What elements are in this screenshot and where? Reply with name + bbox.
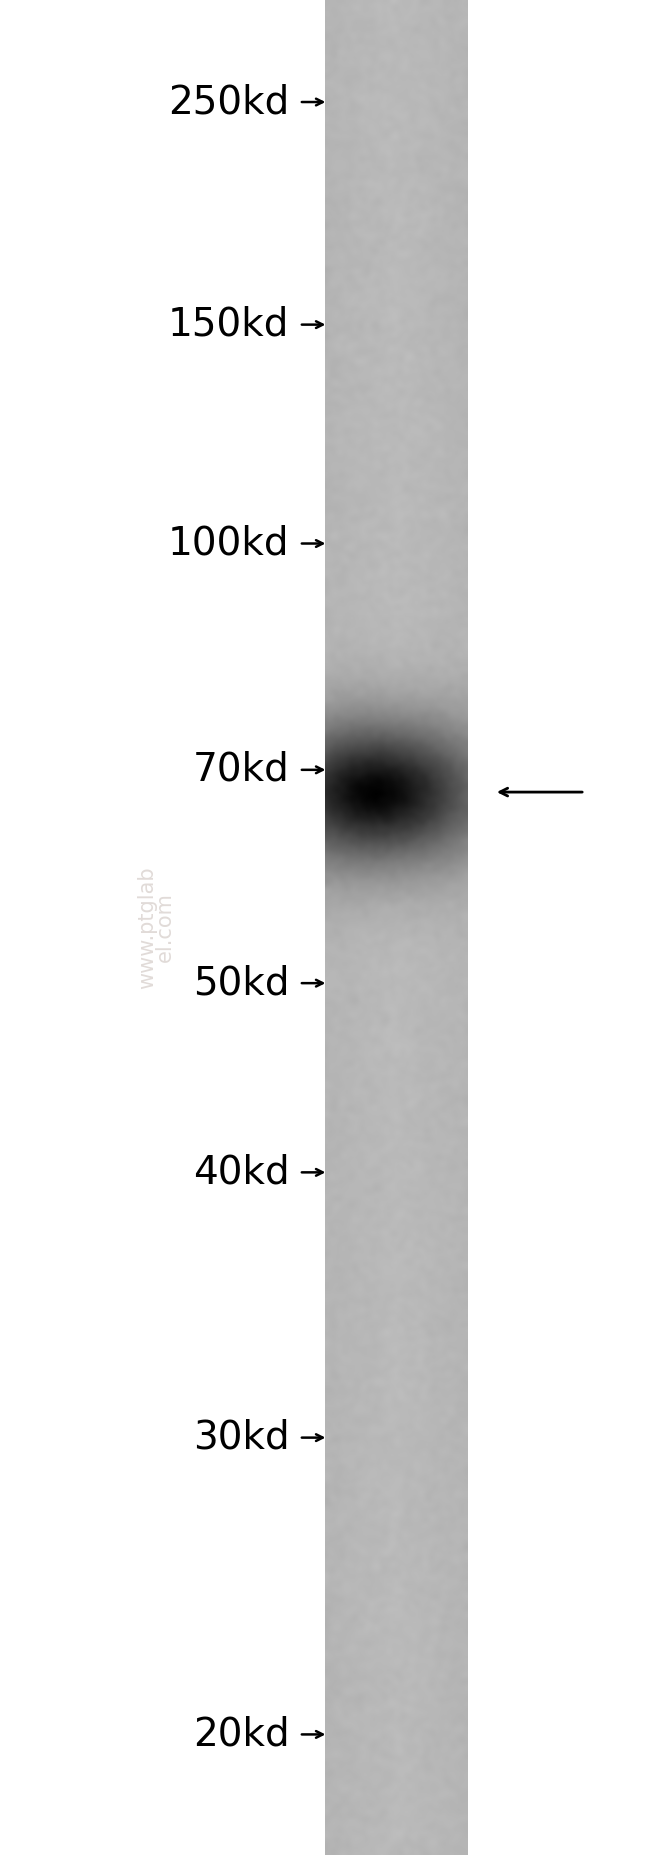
Text: 250kd: 250kd (168, 83, 289, 121)
Text: 150kd: 150kd (168, 306, 289, 343)
Text: 40kd: 40kd (192, 1154, 289, 1191)
Text: 30kd: 30kd (192, 1419, 289, 1456)
Text: 70kd: 70kd (192, 751, 289, 788)
Text: 20kd: 20kd (192, 1716, 289, 1753)
Text: www.ptglab
el.com: www.ptglab el.com (136, 866, 176, 989)
Text: 50kd: 50kd (193, 965, 289, 1002)
Text: 100kd: 100kd (168, 525, 289, 562)
